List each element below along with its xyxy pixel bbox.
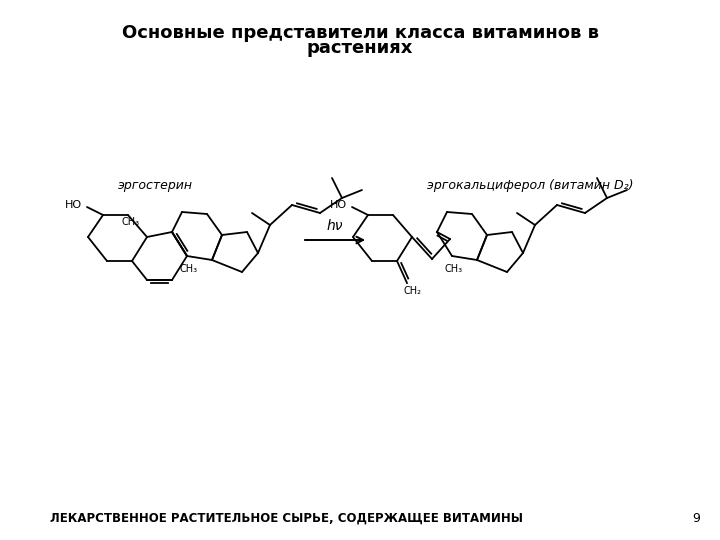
Text: ЛЕКАРСТВЕННОЕ РАСТИТЕЛЬНОЕ СЫРЬЕ, СОДЕРЖАЩЕЕ ВИТАМИНЫ: ЛЕКАРСТВЕННОЕ РАСТИТЕЛЬНОЕ СЫРЬЕ, СОДЕРЖ… <box>50 511 523 524</box>
Text: 9: 9 <box>692 511 700 524</box>
Text: CH₂: CH₂ <box>404 286 422 296</box>
Text: CH₃: CH₃ <box>445 264 463 274</box>
Text: HO: HO <box>330 200 346 210</box>
Text: Основные представители класса витаминов в: Основные представители класса витаминов … <box>122 24 598 42</box>
Text: CH₃: CH₃ <box>180 264 198 274</box>
Text: CH₃: CH₃ <box>122 217 140 227</box>
Text: hν: hν <box>327 219 343 233</box>
Text: эргостерин: эргостерин <box>117 179 192 192</box>
Text: HO: HO <box>64 200 81 210</box>
Text: растениях: растениях <box>307 39 413 57</box>
Text: эргокальциферол (витамин D₂): эргокальциферол (витамин D₂) <box>427 179 634 192</box>
